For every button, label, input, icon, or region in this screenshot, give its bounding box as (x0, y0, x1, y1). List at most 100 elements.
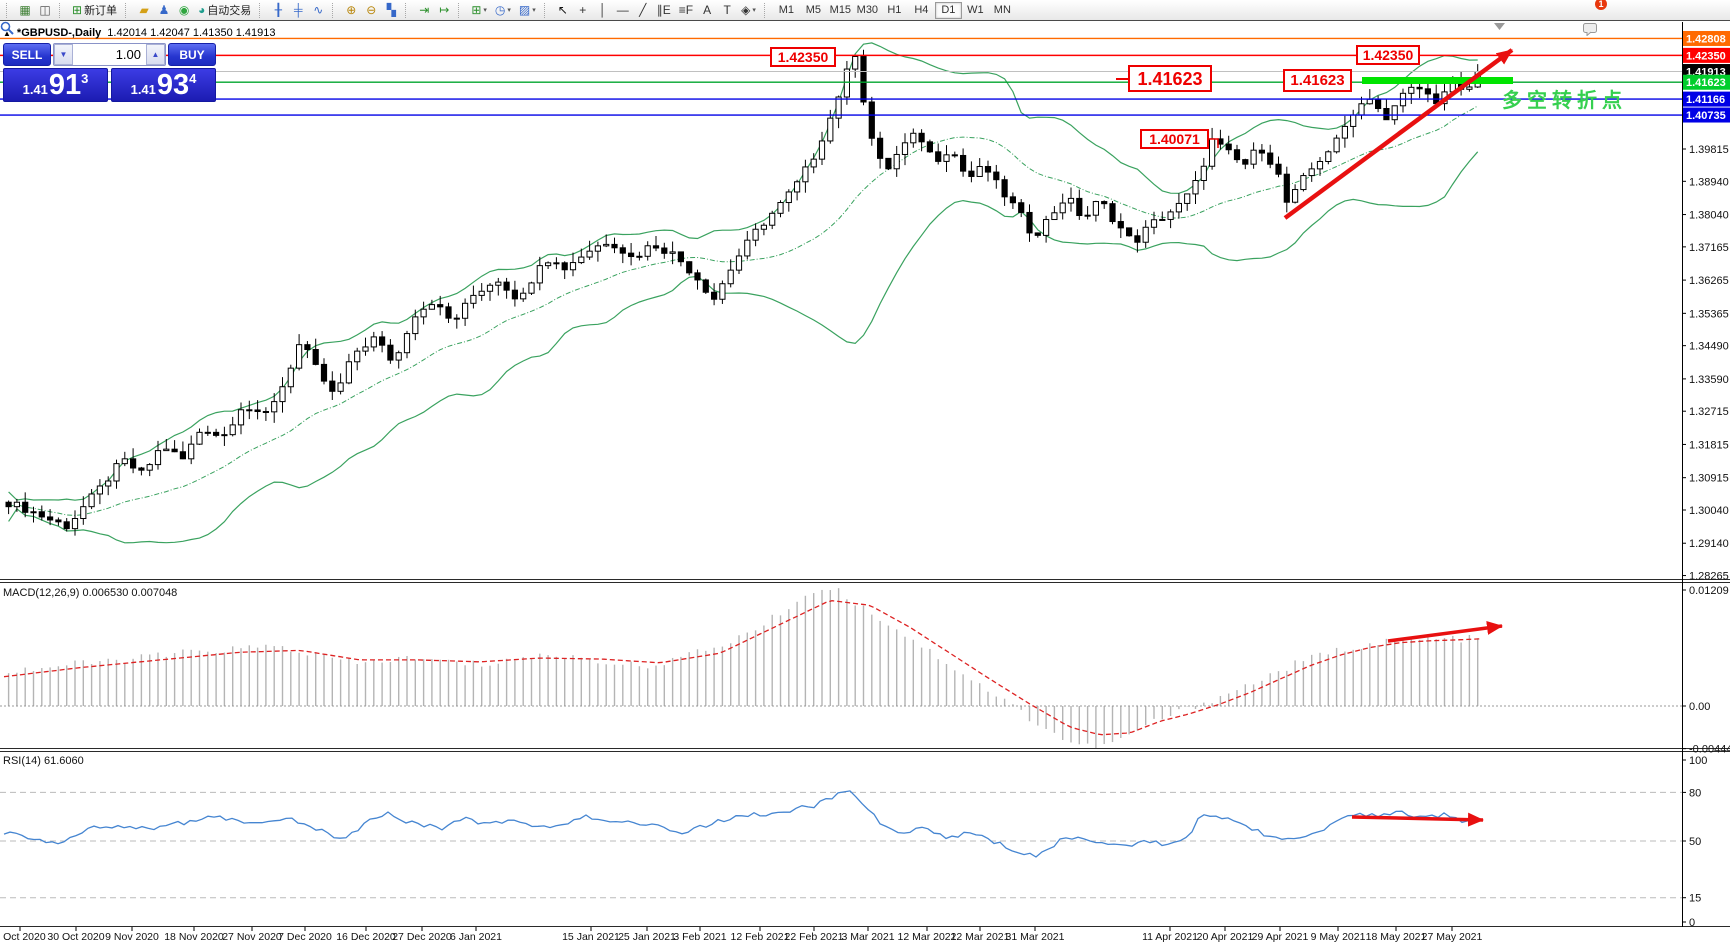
candle-body[interactable] (536, 265, 543, 284)
price-label-annotation[interactable]: 1.41623 (1128, 65, 1212, 92)
price-label-annotation[interactable]: 1.40071 (1140, 129, 1209, 149)
candle-body[interactable] (412, 316, 419, 335)
candle-body[interactable] (586, 250, 593, 258)
candle-body[interactable] (246, 409, 253, 412)
candle-body[interactable] (545, 262, 552, 267)
candle-body[interactable] (594, 245, 601, 252)
candle-body[interactable] (694, 272, 701, 281)
timeframe-m30-button[interactable]: M30 (854, 2, 881, 19)
template-button[interactable]: ▨ ▾ (515, 1, 540, 19)
candle-body[interactable] (1076, 197, 1083, 217)
turning-point-annotation[interactable]: 多空转折点 (1502, 90, 1627, 112)
candle-body[interactable] (1159, 218, 1166, 221)
trend-arrow-rsi[interactable] (1351, 812, 1484, 827)
candle-body[interactable] (926, 141, 933, 153)
candle-body[interactable] (976, 166, 983, 177)
candle-body[interactable] (1051, 212, 1058, 221)
volume-input[interactable]: 1.00 (115, 47, 141, 62)
candle-body[interactable] (1258, 149, 1266, 154)
candle-body[interactable] (213, 431, 220, 436)
candle-body[interactable] (628, 252, 635, 258)
trend-arrow-macd[interactable] (1387, 621, 1503, 643)
candle-body[interactable] (470, 294, 477, 304)
vertical-line-tool-button[interactable]: │ (593, 1, 613, 19)
candle-body[interactable] (669, 251, 676, 254)
candle-body[interactable] (877, 137, 884, 159)
macd-signal-line[interactable] (3, 600, 1481, 736)
community-icon[interactable]: ♟ (154, 1, 174, 19)
candle-body[interactable] (611, 243, 618, 249)
bollinger-upper-band[interactable] (8, 42, 1478, 501)
candle-body[interactable] (1300, 175, 1307, 191)
candle-body[interactable] (362, 346, 369, 352)
candle-body[interactable] (453, 317, 460, 320)
candle-body[interactable] (686, 261, 693, 274)
candle-body[interactable] (80, 506, 87, 520)
candle-body[interactable] (130, 458, 137, 469)
candle-body[interactable] (403, 333, 411, 354)
candle-body[interactable] (478, 290, 485, 296)
timeframe-h1-button[interactable]: H1 (881, 2, 908, 19)
timeframe-m15-button[interactable]: M15 (827, 2, 854, 19)
candle-body[interactable] (1117, 221, 1124, 229)
sell-button[interactable]: SELL (3, 43, 51, 66)
candle-body[interactable] (188, 443, 195, 460)
candle-body[interactable] (279, 386, 286, 403)
candle-body[interactable] (1383, 108, 1390, 121)
candle-body[interactable] (1308, 168, 1315, 177)
candle-body[interactable] (719, 283, 726, 300)
candle-body[interactable] (304, 344, 311, 350)
candle-body[interactable] (387, 344, 394, 361)
candle-body[interactable] (13, 501, 20, 508)
candle-body[interactable] (22, 501, 29, 513)
chart-preview-button[interactable]: ◫ (35, 1, 55, 19)
candle-body[interactable] (868, 101, 875, 139)
candle-body[interactable] (918, 132, 925, 143)
price-label-annotation[interactable]: 1.42350 (770, 47, 836, 67)
support-zone-bar[interactable] (1362, 77, 1513, 84)
candle-body[interactable] (1250, 149, 1257, 165)
candle-body[interactable] (636, 255, 643, 258)
chevron-down-icon[interactable]: ▾ (752, 7, 756, 14)
candle-body[interactable] (1184, 193, 1191, 204)
candle-body[interactable] (486, 284, 494, 292)
candle-body[interactable] (1358, 103, 1365, 116)
candle-body[interactable] (337, 382, 344, 392)
zoom-out-button[interactable]: ⊖ (361, 1, 381, 19)
candle-body[interactable] (1242, 159, 1249, 165)
candle-body[interactable] (5, 501, 12, 508)
candle-body[interactable] (221, 434, 228, 437)
candle-body[interactable] (520, 292, 527, 300)
candle-body[interactable] (661, 247, 668, 254)
candle-body[interactable] (1267, 152, 1274, 165)
candle-body[interactable] (993, 171, 1000, 181)
candle-body[interactable] (1316, 160, 1324, 170)
candle-body[interactable] (818, 140, 826, 160)
candle-body[interactable] (503, 281, 510, 291)
chart-shift-button[interactable]: ↦ (434, 1, 454, 19)
candle-body[interactable] (677, 251, 684, 263)
candle-body[interactable] (1209, 138, 1216, 167)
main-price-pane[interactable] (5, 42, 1481, 544)
volume-decrease-button[interactable]: ▼ (54, 44, 73, 65)
candle-body[interactable] (163, 448, 170, 452)
candle-body[interactable] (984, 166, 992, 173)
candle-body[interactable] (553, 262, 560, 265)
candle-body[interactable] (88, 493, 95, 508)
candle-body[interactable] (154, 450, 162, 466)
candle-body[interactable] (146, 464, 153, 471)
candle-body[interactable] (30, 511, 37, 514)
candle-body[interactable] (1175, 202, 1183, 213)
candle-body[interactable] (769, 212, 776, 226)
candle-body[interactable] (1292, 189, 1299, 203)
candle-body[interactable] (1192, 180, 1199, 195)
candle-body[interactable] (138, 467, 145, 471)
candle-body[interactable] (237, 409, 245, 426)
candle-body[interactable] (1009, 196, 1016, 204)
chevron-down-icon[interactable]: ▾ (483, 7, 487, 14)
buy-price-display[interactable]: 1.41 93 4 (111, 68, 216, 102)
candle-body[interactable] (1275, 163, 1282, 175)
price-label-annotation[interactable]: 1.42350 (1356, 45, 1420, 65)
candle-body[interactable] (495, 281, 502, 286)
bollinger-lower-band[interactable] (8, 151, 1479, 544)
